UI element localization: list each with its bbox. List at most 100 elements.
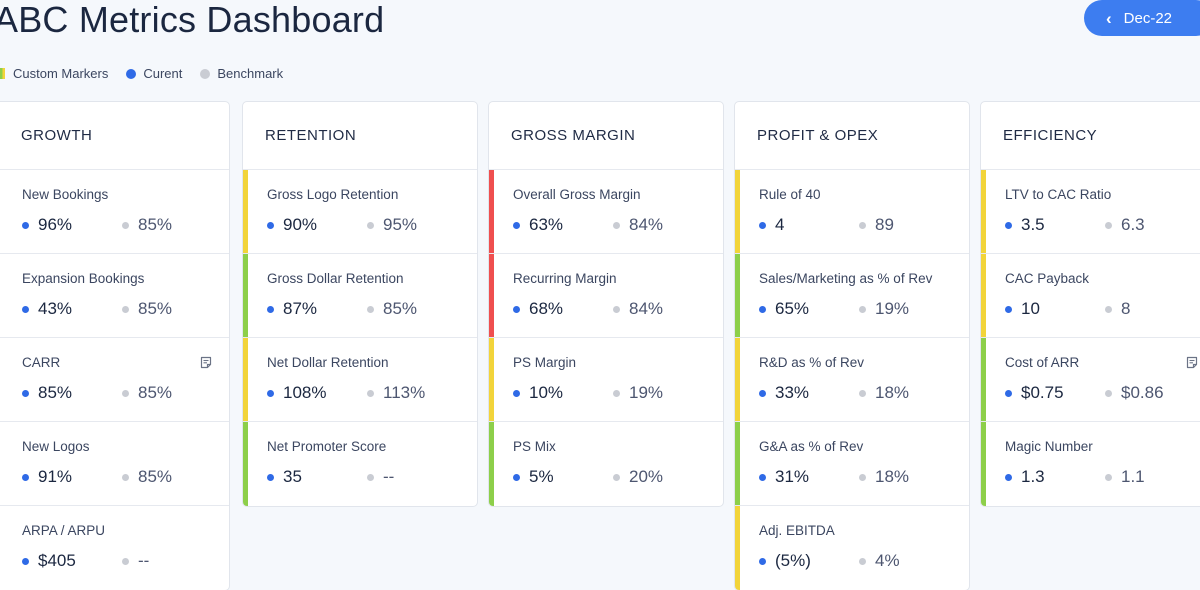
metric-card[interactable]: CAC Payback 10 8 <box>981 254 1200 338</box>
current-dot-icon <box>759 473 766 481</box>
current-value-text: 31% <box>775 467 810 486</box>
metric-column: RETENTION Gross Logo Retention 90% 95% Gross… <box>242 101 478 507</box>
status-marker <box>489 170 494 253</box>
legend: Custom Markers Curent Benchmark <box>0 66 301 81</box>
metric-values: 63% 84% <box>513 215 663 235</box>
current-value-text: 35 <box>283 467 302 486</box>
metric-name: PS Margin <box>513 355 577 370</box>
metric-values: 43% 85% <box>22 299 172 319</box>
benchmark-value-text: 19% <box>629 383 664 402</box>
current-value-text: 33% <box>775 383 810 402</box>
current-value: 4 <box>759 215 859 235</box>
metric-card[interactable]: G&A as % of Rev 31% 18% <box>735 422 969 506</box>
metric-card[interactable]: New Logos 91% 85% <box>0 422 229 506</box>
current-value-text: 91% <box>38 467 73 486</box>
metric-card[interactable]: Gross Dollar Retention 87% 85% <box>243 254 477 338</box>
current-value: $0.75 <box>1005 383 1105 403</box>
current-dot-icon <box>22 305 29 313</box>
metric-card[interactable]: Sales/Marketing as % of Rev 65% 19% <box>735 254 969 338</box>
legend-benchmark: Benchmark <box>200 66 283 81</box>
benchmark-dot-icon <box>613 221 620 229</box>
current-dot-icon <box>513 221 520 229</box>
metric-name: Net Promoter Score <box>267 439 387 454</box>
metric-values: (5%) 4% <box>759 551 900 571</box>
metric-card[interactable]: Net Promoter Score 35 -- <box>243 422 477 506</box>
note-icon[interactable] <box>199 356 213 370</box>
benchmark-dot-icon <box>859 557 866 565</box>
period-label: Dec-22 <box>1123 9 1173 27</box>
current-value: 85% <box>22 383 122 403</box>
benchmark-value-text: 1.1 <box>1121 467 1145 486</box>
benchmark-dot-icon <box>1105 305 1112 313</box>
benchmark-value: $0.86 <box>1105 383 1164 403</box>
benchmark-value-text: 18% <box>875 383 910 402</box>
metric-values: 108% 113% <box>267 383 425 403</box>
metric-card[interactable]: CARR 85% 85% <box>0 338 229 422</box>
current-value-text: $405 <box>38 551 76 570</box>
benchmark-value-text: -- <box>138 551 150 570</box>
benchmark-value-text: 84% <box>629 215 664 234</box>
metric-card[interactable]: Recurring Margin 68% 84% <box>489 254 723 338</box>
metric-values: 10 8 <box>1005 299 1130 319</box>
status-marker <box>981 338 986 421</box>
status-marker <box>243 170 248 253</box>
metric-name: Gross Dollar Retention <box>267 271 404 286</box>
chevron-left-icon[interactable]: ‹ <box>1106 8 1112 28</box>
current-dot-icon <box>1005 305 1012 313</box>
benchmark-value: 18% <box>859 467 909 487</box>
column-title: GROWTH <box>0 102 229 170</box>
current-value-text: 10% <box>529 383 564 402</box>
legend-custom-markers: Custom Markers <box>0 66 108 81</box>
metric-card[interactable]: ARPA / ARPU $405 -- <box>0 506 229 590</box>
benchmark-dot-icon <box>859 305 866 313</box>
metric-name: Magic Number <box>1005 439 1093 454</box>
metric-values: 3.5 6.3 <box>1005 215 1145 235</box>
column-title: GROSS MARGIN <box>489 102 723 170</box>
metric-values: 10% 19% <box>513 383 663 403</box>
metric-card[interactable]: R&D as % of Rev 33% 18% <box>735 338 969 422</box>
metric-name: LTV to CAC Ratio <box>1005 187 1112 202</box>
benchmark-value: -- <box>122 551 149 571</box>
metric-values: 87% 85% <box>267 299 417 319</box>
status-marker <box>243 422 248 506</box>
metric-name: Adj. EBITDA <box>759 523 835 538</box>
benchmark-value: 113% <box>367 383 425 403</box>
note-icon[interactable] <box>1185 356 1199 370</box>
page-title: ABC Metrics Dashboard <box>0 0 385 40</box>
metric-card[interactable]: Overall Gross Margin 63% 84% <box>489 170 723 254</box>
month-picker[interactable]: ‹ Dec-22 <box>1084 0 1200 36</box>
current-value: 87% <box>267 299 367 319</box>
metric-card[interactable]: Rule of 40 4 89 <box>735 170 969 254</box>
metric-card[interactable]: Magic Number 1.3 1.1 <box>981 422 1200 506</box>
metric-name: Sales/Marketing as % of Rev <box>759 271 933 286</box>
benchmark-value-text: 85% <box>138 467 173 486</box>
current-dot-icon <box>22 473 29 481</box>
metric-card[interactable]: Cost of ARR $0.75 $0.86 <box>981 338 1200 422</box>
metric-card[interactable]: LTV to CAC Ratio 3.5 6.3 <box>981 170 1200 254</box>
benchmark-value-text: 95% <box>383 215 418 234</box>
status-marker <box>735 170 740 253</box>
metric-card[interactable]: Net Dollar Retention 108% 113% <box>243 338 477 422</box>
metric-values: 96% 85% <box>22 215 172 235</box>
current-dot-icon <box>22 221 29 229</box>
current-value-text: 65% <box>775 299 810 318</box>
metric-card[interactable]: PS Margin 10% 19% <box>489 338 723 422</box>
metric-values: 31% 18% <box>759 467 909 487</box>
current-value-text: 63% <box>529 215 564 234</box>
benchmark-value-text: 8 <box>1121 299 1131 318</box>
benchmark-dot-icon <box>613 473 620 481</box>
metric-column: GROSS MARGIN Overall Gross Margin 63% 84% Re… <box>488 101 724 507</box>
current-dot-icon <box>267 473 274 481</box>
metric-card[interactable]: Expansion Bookings 43% 85% <box>0 254 229 338</box>
benchmark-dot-icon <box>613 389 620 397</box>
legend-benchmark-label: Benchmark <box>217 66 284 81</box>
current-dot-icon <box>267 389 274 397</box>
metric-card[interactable]: PS Mix 5% 20% <box>489 422 723 506</box>
metric-card[interactable]: Adj. EBITDA (5%) 4% <box>735 506 969 590</box>
metric-card[interactable]: New Bookings 96% 85% <box>0 170 229 254</box>
metric-column: EFFICIENCY LTV to CAC Ratio 3.5 6.3 CAC Payb… <box>980 101 1200 507</box>
benchmark-value: 8 <box>1105 299 1130 319</box>
current-value-text: 68% <box>529 299 564 318</box>
metric-card[interactable]: Gross Logo Retention 90% 95% <box>243 170 477 254</box>
current-value: 3.5 <box>1005 215 1105 235</box>
